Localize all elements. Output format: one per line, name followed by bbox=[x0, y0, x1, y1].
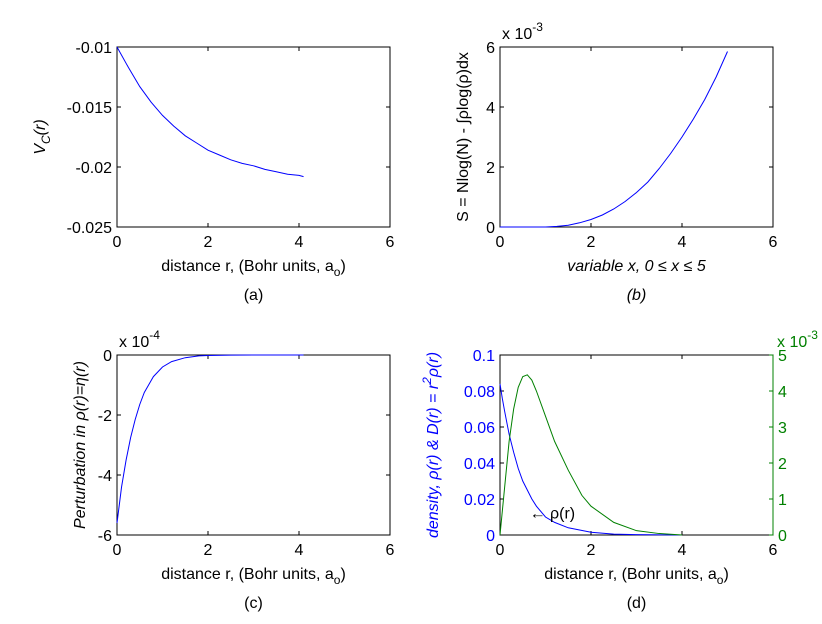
x-axis-label: distance r, (Bohr units, ao) bbox=[161, 258, 346, 279]
y-tick-label: -4 bbox=[98, 468, 112, 485]
y-tick-label: 0 bbox=[486, 528, 495, 545]
y-tick-label: -0.015 bbox=[67, 100, 112, 117]
y-tick-label: -2 bbox=[98, 408, 112, 425]
x-tick-label: 0 bbox=[496, 542, 505, 559]
y2-tick-label: 0 bbox=[778, 528, 787, 545]
y-exponent-label: x 10-4 bbox=[119, 328, 160, 351]
y2-tick-label: 2 bbox=[778, 456, 787, 473]
y-axis-label: VC(r) bbox=[32, 119, 53, 154]
series-line-1 bbox=[116, 46, 304, 178]
y-tick-label: 4 bbox=[486, 100, 495, 117]
y-tick-label: 6 bbox=[486, 40, 495, 57]
y-tick-label: 0.04 bbox=[464, 456, 495, 473]
y-axis-label: density, ρ(r) & D(r) = r2ρ(r) bbox=[420, 352, 442, 538]
x-tick-label: 4 bbox=[295, 542, 304, 559]
y-tick-label: -0.025 bbox=[67, 220, 112, 237]
x-tick-label: 6 bbox=[769, 234, 778, 251]
y2-tick-label: 3 bbox=[778, 420, 787, 437]
x-tick-label: 6 bbox=[386, 542, 395, 559]
x-axis-label: distance r, (Bohr units, ao) bbox=[161, 566, 346, 587]
panel-a: 0 2 4 6 -0.025 -0.02 -0.015 -0.01 distance r, (B… bbox=[32, 40, 395, 304]
y-tick-label: -0.01 bbox=[76, 40, 113, 57]
series-line-1 bbox=[500, 51, 728, 228]
y2-tick-label: 4 bbox=[778, 384, 787, 401]
y-exponent-label: x 10-3 bbox=[502, 20, 543, 43]
x-axis-label: variable x, 0 ≤ x ≤ 5 bbox=[567, 258, 706, 275]
y-tick-label: 0.06 bbox=[464, 420, 495, 437]
y2-tick-label: 1 bbox=[778, 492, 787, 509]
y-axis-label: Perturbation in ρ(r)=η(r) bbox=[72, 361, 89, 529]
series-line-2 bbox=[499, 374, 683, 536]
panel-caption: (a) bbox=[244, 287, 264, 304]
panel-caption: (d) bbox=[627, 595, 647, 612]
panel-c: 0 2 4 6 -6 -4 -2 0 x 10-4 distance r, (Bohr units… bbox=[72, 328, 395, 612]
y-axis-label: S = Nlog(N) - ∫ρlog(ρ)dx bbox=[455, 52, 472, 222]
x-tick-label: 0 bbox=[113, 542, 122, 559]
plot-frame bbox=[116, 46, 391, 228]
x-tick-label: 2 bbox=[587, 234, 596, 251]
plot-frame bbox=[116, 354, 391, 536]
annotation-rho: ← ρ(r) bbox=[530, 506, 576, 523]
y2-exponent-label: x 10-3 bbox=[777, 328, 818, 351]
x-tick-label: 6 bbox=[386, 234, 395, 251]
y-tick-label: 0 bbox=[486, 220, 495, 237]
x-tick-label: 4 bbox=[678, 542, 687, 559]
x-tick-label: 2 bbox=[587, 542, 596, 559]
series-line-1 bbox=[499, 383, 683, 536]
y-tick-label: 0 bbox=[103, 348, 112, 365]
x-tick-label: 4 bbox=[678, 234, 687, 251]
plot-frame bbox=[499, 46, 774, 228]
y-tick-label: 0.02 bbox=[464, 492, 495, 509]
x-tick-label: 0 bbox=[496, 234, 505, 251]
panel-caption: (b) bbox=[627, 287, 647, 304]
y-tick-label: 0.1 bbox=[473, 348, 495, 365]
x-tick-label: 4 bbox=[295, 234, 304, 251]
panel-caption: (c) bbox=[244, 595, 263, 612]
panel-b: 0 2 4 6 0 2 4 6 x 10-3 variable x, 0 ≤ x ≤ 5 (b) S … bbox=[455, 20, 778, 304]
x-axis-label: distance r, (Bohr units, ao) bbox=[544, 566, 729, 587]
y-tick-label: 2 bbox=[486, 160, 495, 177]
y-tick-label: -6 bbox=[98, 528, 112, 545]
y-tick-label: -0.02 bbox=[76, 160, 113, 177]
y2-tick-label: 5 bbox=[778, 348, 787, 365]
y-tick-label: 0.08 bbox=[464, 384, 495, 401]
x-tick-label: 2 bbox=[204, 234, 213, 251]
series-line-1 bbox=[116, 354, 304, 524]
x-tick-label: 2 bbox=[204, 542, 213, 559]
x-tick-label: 6 bbox=[769, 542, 778, 559]
x-tick-label: 0 bbox=[113, 234, 122, 251]
